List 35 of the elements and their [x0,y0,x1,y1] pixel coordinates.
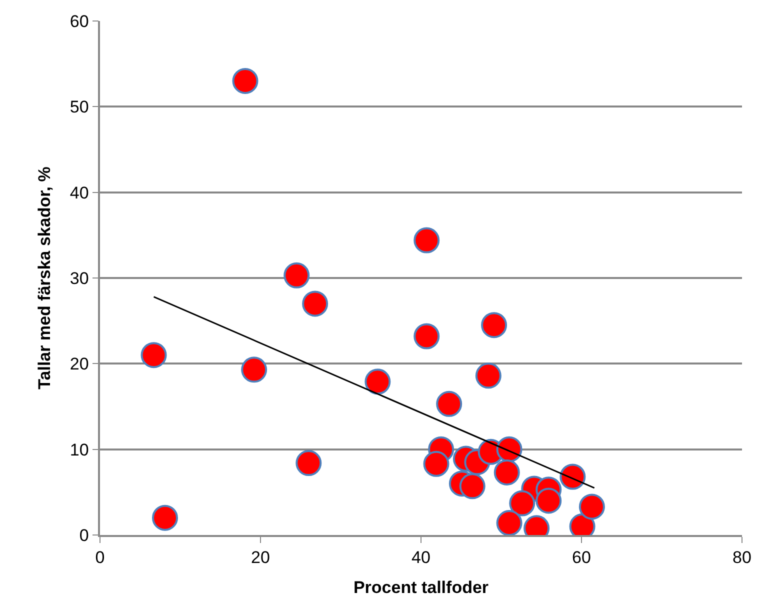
point [296,450,322,476]
x-tick-label: 40 [412,548,430,568]
x-tick-label: 80 [732,548,752,568]
x-axis-title: Procent tallfoder [353,578,489,598]
point [302,290,328,317]
x-tick-label: 60 [572,548,591,568]
point [494,459,520,486]
point [475,362,502,389]
point [423,450,450,477]
point [414,323,440,350]
point [536,488,562,514]
x-tick-label: 0 [95,548,105,568]
y-tick-label: 10 [70,440,89,460]
point [496,510,522,535]
y-tick-label: 30 [70,268,89,288]
point [481,312,508,338]
point [284,262,310,288]
point [140,342,167,368]
point [241,356,268,383]
point [560,464,586,490]
y-axis-title: Tallar med färska skador, % [34,166,54,390]
x-tick-label: 20 [251,548,270,568]
point [578,494,605,520]
point [152,504,178,531]
point [232,68,258,94]
y-tick-label: 20 [70,354,89,374]
y-tick-label: 40 [70,183,89,202]
y-tick-label: 50 [70,98,89,117]
y-tick-label: 0 [79,526,89,545]
point [459,473,486,500]
point [509,490,536,516]
y-tick-label: 60 [70,12,89,31]
point [364,368,391,395]
point [414,227,440,254]
point [436,390,462,417]
